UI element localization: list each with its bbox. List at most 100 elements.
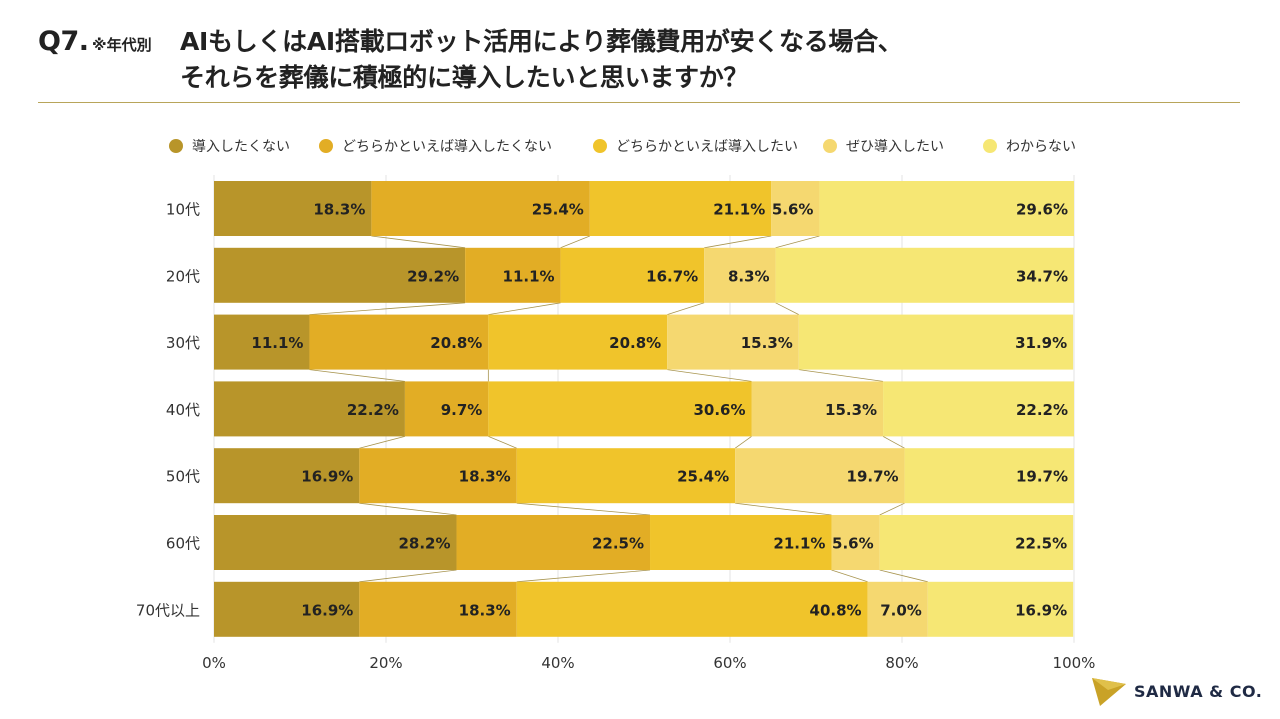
legend-label-1: 導入したくない (192, 139, 290, 155)
connector-line (734, 436, 752, 449)
bar-segment (371, 181, 590, 236)
bar-segment (771, 181, 820, 236)
data-label: 11.1% (251, 334, 303, 352)
data-label: 25.4% (532, 201, 584, 219)
question-note: ※年代別 (92, 36, 152, 54)
data-label: 22.2% (347, 401, 399, 419)
data-label: 30.6% (693, 401, 745, 419)
connector-line (488, 302, 561, 315)
data-label: 40.8% (810, 601, 862, 619)
data-label: 22.5% (592, 535, 644, 553)
data-label: 19.7% (847, 468, 899, 486)
x-tick-label: 60% (713, 654, 746, 672)
connector-line (704, 235, 772, 249)
bar-segment (359, 581, 517, 637)
legend-label-5: わからない (1006, 139, 1076, 155)
connector-line (775, 302, 799, 315)
data-label: 31.9% (1015, 334, 1067, 352)
data-label: 16.9% (301, 601, 353, 619)
bar-segment (214, 581, 360, 637)
bar-segment (516, 581, 868, 637)
chart-title-line-2: それらを葬儀に積極的に導入したいと思いますか？ (180, 63, 749, 92)
chart-title-line-1: AIもしくはAI搭載ロボット活用により葬儀費用が安くなる場合、 (180, 27, 903, 56)
legend-marker-5 (983, 139, 997, 153)
bar-segment (214, 448, 360, 504)
category-label: 60代 (166, 535, 200, 553)
connector-line (879, 502, 905, 516)
category-label: 50代 (166, 468, 200, 486)
x-tick-label: 0% (202, 654, 226, 672)
connector-line (560, 235, 590, 249)
data-label: 18.3% (313, 201, 365, 219)
brand-logo: SANWA & CO. (1090, 674, 1263, 710)
logo-text: SANWA & CO. (1134, 682, 1263, 701)
title-divider (38, 102, 1240, 103)
connector-line (735, 502, 832, 516)
data-label: 5.6% (772, 201, 814, 219)
bar-segment (404, 381, 489, 437)
x-tick-label: 80% (885, 654, 918, 672)
bar-segment (904, 448, 1074, 504)
bar-segment (488, 314, 668, 370)
data-label: 18.3% (459, 468, 511, 486)
connector-line (798, 369, 884, 382)
data-label: 29.2% (407, 267, 459, 285)
bar-segment (214, 515, 457, 570)
data-label: 16.9% (1015, 601, 1067, 619)
category-label: 70代以上 (136, 601, 200, 619)
connector-line (359, 436, 406, 449)
bar-segment (359, 448, 517, 504)
connector-line (371, 235, 466, 249)
data-label: 21.1% (713, 201, 765, 219)
connector-line (879, 569, 928, 583)
data-label: 20.8% (430, 334, 482, 352)
connector-line (359, 502, 457, 516)
bar-segment (516, 448, 736, 504)
data-label: 9.7% (441, 401, 483, 419)
bar-segment (650, 515, 832, 570)
data-label: 22.2% (1016, 401, 1068, 419)
data-label: 5.6% (832, 535, 874, 553)
connector-line (516, 569, 651, 583)
data-label: 18.3% (459, 601, 511, 619)
bar-segment (704, 247, 776, 303)
bar-segment (798, 314, 1074, 370)
bar-segment (867, 581, 928, 637)
bar-segment (735, 448, 905, 504)
legend-label-2: どちらかといえば導入したくない (342, 139, 552, 155)
data-label: 29.6% (1016, 201, 1068, 219)
legend-marker-3 (593, 139, 607, 153)
connector-line (516, 502, 651, 516)
bar-segment (883, 381, 1074, 437)
connector-line (488, 436, 517, 449)
data-label: 25.4% (677, 468, 729, 486)
chart-title: AIもしくはAI搭載ロボット活用により葬儀費用が安くなる場合、 それらを葬儀に積… (180, 24, 1240, 96)
data-label: 7.0% (880, 601, 922, 619)
x-tick-label: 40% (541, 654, 574, 672)
legend-marker-1 (169, 139, 183, 153)
bar-segment (214, 181, 372, 236)
connector-line (831, 569, 868, 583)
category-label: 40代 (166, 401, 200, 419)
category-label: 30代 (166, 334, 200, 352)
connector-line (309, 302, 466, 315)
connector-line (667, 302, 705, 315)
x-tick-label: 100% (1053, 654, 1096, 672)
data-label: 11.1% (503, 267, 555, 285)
data-label: 15.3% (825, 401, 877, 419)
bar-segment (214, 381, 405, 437)
category-label: 10代 (166, 201, 200, 219)
data-label: 20.8% (609, 334, 661, 352)
bar-segment (589, 181, 772, 236)
question-number: Q7. (38, 26, 89, 57)
bar-segment (465, 247, 561, 303)
data-label: 19.7% (1016, 468, 1068, 486)
connector-line (309, 369, 405, 382)
data-label: 16.7% (646, 267, 698, 285)
data-label: 16.9% (301, 468, 353, 486)
data-label: 28.2% (398, 535, 450, 553)
legend-marker-4 (823, 139, 837, 153)
bar-segment (214, 314, 310, 370)
legend-label-3: どちらかといえば導入したい (616, 139, 798, 155)
